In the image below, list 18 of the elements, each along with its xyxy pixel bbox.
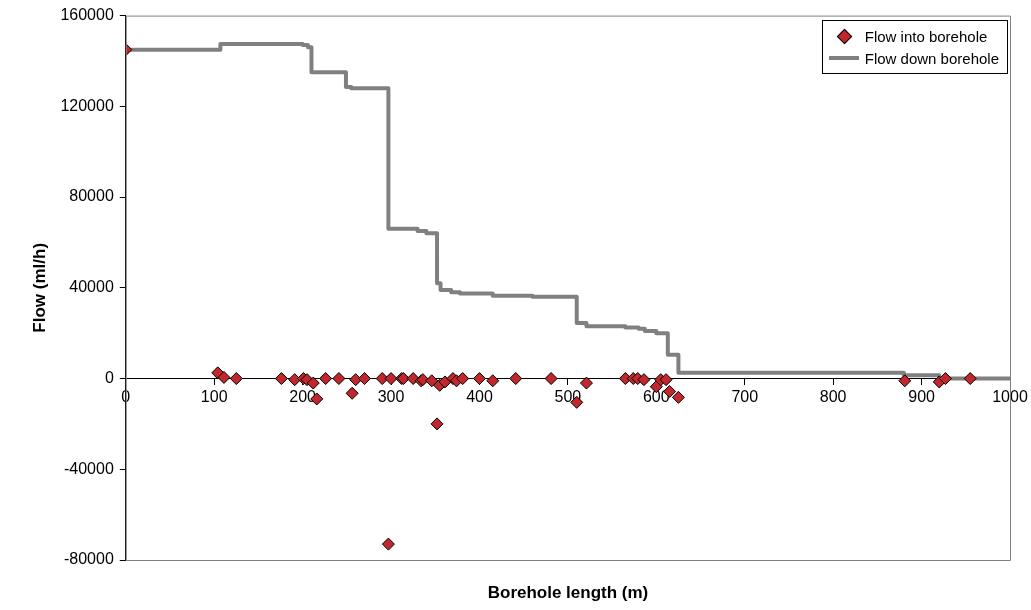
y-tick-label: -40000 bbox=[63, 459, 114, 477]
y-axis-title: Flow (ml/h) bbox=[29, 242, 49, 333]
x-tick-label: 300 bbox=[377, 387, 405, 405]
x-tick-label: 800 bbox=[819, 387, 847, 405]
x-tick-label: 100 bbox=[200, 387, 228, 405]
y-tick-label: 120000 bbox=[60, 96, 114, 114]
y-tick-label: 40000 bbox=[69, 278, 114, 296]
x-tick-label: 400 bbox=[466, 387, 493, 405]
legend-label: Flow into borehole bbox=[864, 27, 988, 45]
y-tick-label: -80000 bbox=[63, 550, 114, 568]
x-tick-label: 900 bbox=[908, 387, 936, 405]
y-tick-label: 80000 bbox=[69, 187, 114, 205]
x-tick-label: 1000 bbox=[992, 387, 1028, 405]
x-tick-label: 700 bbox=[731, 387, 759, 405]
x-axis-title: Borehole length (m) bbox=[486, 583, 650, 603]
y-tick-label: 160000 bbox=[60, 6, 114, 24]
y-tick-label: 0 bbox=[104, 368, 114, 386]
legend-label: Flow down borehole bbox=[864, 49, 999, 67]
